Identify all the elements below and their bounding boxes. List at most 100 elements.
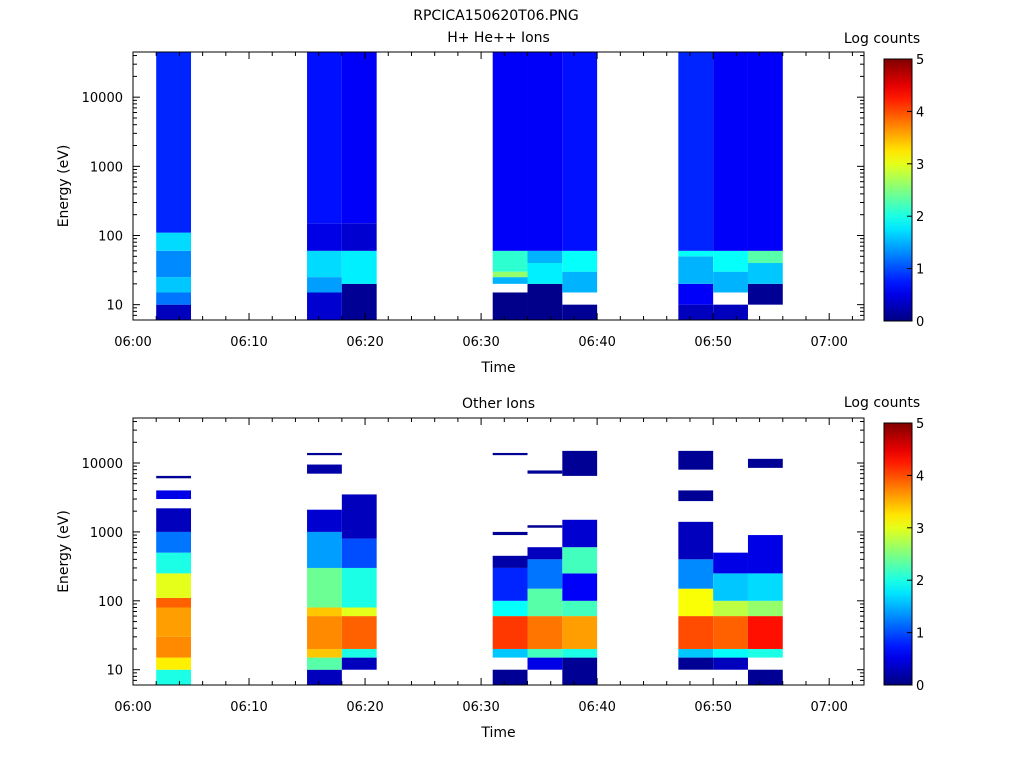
spectrogram-cell [713,616,748,649]
spectrogram-cell [747,52,783,251]
spectrogram-cell [156,508,192,532]
spectrogram-cell [562,304,598,320]
spectrogram-cell [527,52,563,251]
spectrogram-cell [713,52,748,251]
spectrogram-cell [562,547,598,574]
x-tick-label: 06:00 [114,700,151,715]
x-tick-label: 07:00 [810,335,847,350]
panel-h-he-ions: 06:00 06:10 06:20 06:30 06:40 06:50 07:0010100… [56,30,924,376]
spectrogram-cell [307,223,342,251]
spectrogram-cell [527,525,563,528]
spectrogram-cell [156,304,192,320]
spectrogram-cell [678,450,714,470]
x-tick-label: 07:00 [810,700,847,715]
spectrogram-cell [713,250,748,272]
spectrogram-cell [747,458,783,468]
spectrogram-cell [307,567,342,608]
spectrogram-cell [562,648,598,658]
spectrogram-cell [747,263,783,284]
y-tick-label: 100 [98,229,123,244]
spectrogram-cell [527,283,563,320]
spectrogram-cell [156,232,192,251]
spectrogram-cell [492,452,528,456]
spectrogram-cell [156,531,192,553]
y-tick-label: 10000 [82,91,123,106]
plot-frame [132,51,865,321]
spectrogram-cell [492,600,528,617]
spectrogram-data [156,52,783,320]
colorbar-label: Log counts [844,395,920,411]
x-tick-label: 06:30 [462,335,499,350]
x-tick-label: 06:00 [114,335,151,350]
spectrogram-cell [341,250,377,284]
spectrogram-cell [713,657,748,670]
x-tick-label: 06:50 [694,700,731,715]
spectrogram-cell [156,657,192,670]
colorbar-tick-label: 2 [916,210,924,225]
colorbar-tick-label: 5 [916,417,924,432]
spectrogram-cell [678,250,714,257]
spectrogram-cell [492,52,528,251]
spectrogram-cell [341,494,377,539]
spectrogram-cell [492,271,528,278]
spectrogram-cell [156,552,192,574]
spectrogram-cell [341,538,377,568]
spectrogram-cell [678,52,714,251]
spectrogram-cell [341,616,377,649]
spectrogram-cell [562,573,598,601]
spectrogram-cell [156,250,192,278]
spectrogram-cell [492,648,528,658]
spectrogram-cell [747,600,783,617]
colorbar [883,422,913,686]
spectrogram-cell [492,292,528,320]
colorbar [883,58,913,322]
spectrogram-cell [747,648,783,658]
y-tick-label: 10000 [82,457,123,472]
spectrogram-cell [562,657,598,685]
spectrogram-cell [562,600,598,617]
spectrogram-cell [341,52,377,224]
spectrogram-cell [492,531,528,536]
colorbar-tick-label: 0 [916,315,924,330]
spectrogram-cell [747,573,783,601]
spectrogram-cell [713,600,748,617]
spectrogram-cell [678,588,714,617]
y-axis-label: Energy (eV) [56,510,72,593]
panel-title: H+ He++ Ions [447,30,550,46]
spectrogram-cell [562,271,598,293]
spectrogram-cell [527,250,563,264]
y-tick-label: 10 [106,299,123,314]
colorbar-tick-label: 1 [916,263,924,278]
spectrogram-cell [678,559,714,589]
spectrogram-cell [678,490,714,502]
spectrogram-cell [562,250,598,272]
x-tick-label: 06:10 [230,335,267,350]
y-tick-label: 1000 [90,160,123,175]
spectrogram-cell [307,464,342,474]
x-tick-label: 06:10 [230,700,267,715]
colorbar-tick-label: 0 [916,679,924,694]
spectrogram-cell [307,531,342,568]
y-tick-label: 10 [106,664,123,679]
spectrogram-cell [307,292,342,320]
spectrogram-cell [156,490,192,500]
spectrogram-data [156,450,783,685]
x-axis-label: Time [480,360,515,376]
spectrogram-cell [492,250,528,272]
spectrogram-cell [562,52,598,251]
spectrogram-cell [562,519,598,548]
spectrogram-cell [678,256,714,284]
spectrogram-cell [713,648,748,658]
spectrogram-cell [341,648,377,658]
x-tick-label: 06:20 [346,335,383,350]
spectrogram-cell [713,304,748,320]
spectrogram-cell [747,535,783,574]
spectrogram-cell [307,277,342,293]
spectrogram-cell [527,588,563,617]
spectrogram-cell [307,250,342,278]
spectrogram-cell [156,52,192,233]
spectrogram-cell [527,616,563,649]
spectrogram-cell [678,616,714,649]
spectrogram-cell [713,573,748,601]
